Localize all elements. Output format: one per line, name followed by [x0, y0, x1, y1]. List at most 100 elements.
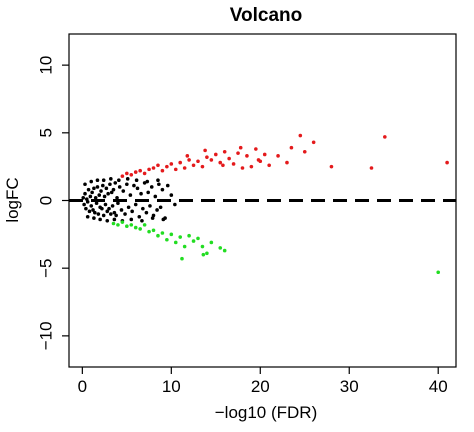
- data-point: [160, 168, 165, 173]
- data-point: [298, 133, 303, 138]
- data-point: [138, 168, 142, 173]
- data-point: [117, 185, 122, 189]
- y-tick-label: −10: [37, 321, 56, 350]
- data-point: [84, 206, 88, 211]
- data-point: [173, 240, 178, 245]
- data-point: [109, 212, 113, 216]
- data-point: [142, 171, 147, 176]
- data-point: [169, 193, 174, 197]
- data-point: [94, 201, 99, 206]
- data-point: [120, 220, 125, 224]
- y-tick-label: 5: [37, 128, 56, 137]
- data-point: [227, 156, 231, 161]
- data-point: [98, 217, 102, 222]
- data-point: [95, 185, 100, 189]
- data-point: [173, 167, 178, 172]
- data-point: [108, 182, 112, 187]
- y-tick-label: 0: [37, 196, 56, 205]
- data-point: [93, 195, 98, 200]
- data-point: [147, 167, 151, 172]
- data-point: [114, 213, 118, 218]
- data-point: [200, 244, 205, 249]
- data-point: [111, 187, 116, 192]
- data-point: [144, 210, 149, 215]
- data-point: [151, 166, 156, 170]
- data-point: [182, 244, 187, 249]
- data-point: [89, 204, 94, 208]
- data-point: [112, 217, 117, 222]
- data-point: [90, 190, 94, 195]
- data-point: [249, 164, 254, 169]
- data-point: [116, 201, 120, 206]
- data-point: [129, 223, 134, 227]
- data-point: [111, 221, 116, 226]
- data-point: [383, 135, 387, 139]
- data-point: [130, 209, 134, 214]
- data-point: [165, 164, 169, 169]
- data-point: [165, 183, 170, 188]
- data-point: [113, 181, 118, 185]
- data-point: [119, 208, 124, 212]
- data-point: [205, 155, 209, 159]
- data-point: [105, 209, 110, 214]
- data-point: [85, 200, 90, 204]
- data-point: [125, 182, 129, 187]
- data-point: [142, 181, 147, 185]
- data-point: [191, 163, 196, 168]
- data-point: [139, 191, 143, 196]
- data-point: [276, 154, 280, 158]
- data-point: [236, 151, 240, 155]
- data-point: [148, 204, 152, 208]
- data-point: [213, 152, 218, 157]
- x-tick-label: 10: [162, 377, 181, 396]
- data-point: [169, 232, 174, 237]
- data-point: [145, 179, 150, 184]
- data-point: [140, 219, 144, 223]
- data-point: [100, 206, 104, 211]
- data-point: [86, 187, 91, 192]
- data-point: [191, 239, 196, 243]
- data-point: [256, 158, 261, 162]
- data-point: [267, 163, 271, 168]
- data-point: [133, 202, 138, 207]
- data-point: [129, 217, 134, 222]
- data-point: [262, 152, 267, 157]
- data-point: [83, 191, 87, 196]
- data-point: [156, 163, 160, 168]
- data-point: [160, 231, 165, 235]
- data-point: [99, 189, 103, 193]
- data-point: [165, 237, 169, 242]
- data-point: [153, 194, 158, 199]
- data-point: [89, 179, 94, 184]
- data-point: [133, 225, 138, 230]
- data-point: [173, 202, 177, 207]
- data-point: [84, 197, 89, 201]
- data-point: [209, 240, 214, 245]
- data-point: [196, 236, 200, 241]
- data-point: [105, 219, 110, 223]
- y-tick-label: 10: [37, 56, 56, 75]
- data-point: [83, 182, 87, 187]
- data-point: [200, 164, 205, 169]
- data-point: [218, 160, 223, 165]
- data-point: [120, 174, 125, 178]
- data-point: [329, 164, 334, 169]
- data-point: [91, 208, 95, 212]
- data-point: [134, 178, 139, 182]
- data-point: [101, 213, 106, 218]
- data-point: [142, 223, 147, 227]
- data-point: [81, 195, 86, 200]
- y-tick-label: −5: [37, 258, 56, 277]
- data-point: [201, 252, 206, 257]
- data-point: [102, 194, 107, 199]
- data-point: [104, 186, 109, 191]
- data-point: [160, 187, 165, 192]
- data-point: [125, 171, 129, 176]
- data-point: [240, 166, 245, 170]
- data-point: [92, 186, 96, 191]
- data-point: [182, 166, 187, 170]
- data-point: [146, 190, 150, 195]
- data-point: [82, 202, 86, 207]
